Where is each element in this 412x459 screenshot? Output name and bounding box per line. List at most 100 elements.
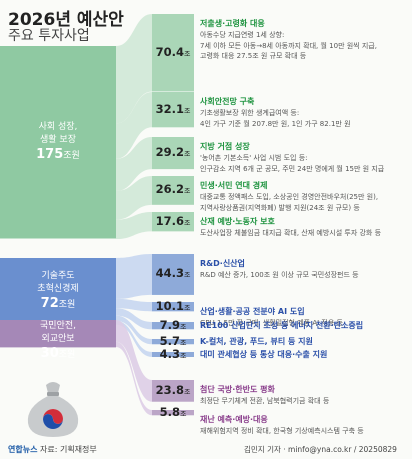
item-value-unit: 조 (179, 322, 187, 331)
flow-band-3 (116, 176, 152, 220)
item-value: 32.1 (155, 101, 184, 116)
category-amount-value: 30 (40, 346, 59, 361)
source-note: 연합뉴스 자료: 기획재정부 (8, 444, 97, 455)
item-value-label: 17.6조 (152, 214, 194, 228)
item-description-line: 재해위험지역 정비 확대, 한국형 기상예측시스템 구축 등 (200, 427, 364, 435)
item-value-label: 5.7조 (152, 334, 194, 348)
item-value-label: 44.3조 (152, 266, 194, 280)
category-amount: 175조원 (0, 148, 116, 163)
item-description: GPU 1.5만 장 구매, 생활밀접형 제품 AI 적용 등 (200, 318, 343, 329)
category-bar-0 (0, 46, 116, 239)
flow-band-9 (116, 320, 152, 357)
item-title: K-컬처, 관광, 푸드, 뷰티 등 지원 (200, 336, 313, 346)
item-value-unit: 조 (183, 106, 191, 115)
source-text: 자료: 기획재정부 (40, 445, 97, 454)
item-value: 23.8 (155, 382, 184, 397)
item-description-line: 대중교통 정액패스 도입, 소상공인 경영안전바우처(25만 원), (200, 193, 379, 201)
item-title: R&D·신산업 (200, 259, 245, 268)
item-value-unit: 조 (183, 387, 191, 396)
item-value-label: 70.4조 (152, 45, 194, 59)
category-label-1: 기술주도 초혁신경제 72조원 (0, 270, 116, 312)
item-value: 70.4 (155, 44, 184, 59)
item-value-label: 5.8조 (152, 405, 194, 419)
item-description-line: 고령화 대응 27.5조 원 규모 확대 등 (200, 52, 307, 60)
category-label-line: 국민안전, (40, 321, 76, 331)
item-title: 대미 관세협상 등 통상 대응·수출 지원 (200, 349, 328, 359)
item-description-line: 4인 가구 기준 월 207.8만 원, 1인 가구 82.1만 원 (200, 119, 351, 128)
page-subtitle: 주요 투자사업 (8, 28, 90, 44)
item-bar-5 (152, 254, 194, 295)
item-value-unit: 조 (179, 338, 187, 347)
category-label-line: 사회 성장, (38, 122, 78, 133)
item-title: 첨단 국방·한반도 평화 (200, 385, 275, 394)
category-label-line: 외교안보 (41, 334, 75, 344)
category-amount-unit: 조원 (58, 300, 76, 311)
flow-band-8 (116, 315, 152, 345)
item-value: 7.9 (159, 317, 180, 332)
category-bar-1 (0, 258, 116, 325)
item-description: 재해위험지역 정비 확대, 한국형 기상예측시스템 구축 등 (200, 426, 364, 437)
item-description-line: 최정단 무기체계 전환, 남북협력기금 확대 등 (200, 397, 330, 405)
item-bar-10 (152, 380, 194, 402)
item-title: 민생·서민 연대 경제 (200, 181, 268, 190)
item-bar-2 (152, 137, 194, 170)
item-description-line: GPU 1.5만 장 구매, 생활밀접형 제품 AI 적용 등 (200, 319, 343, 327)
item-description: 도산사업장 체불임금 대지급 확대, 산재 예방시설 투자 강화 등 (200, 228, 381, 239)
item-value-unit: 조 (179, 351, 187, 360)
item-value: 17.6 (155, 213, 184, 228)
item-title: 지방 거점 성장 (200, 142, 250, 151)
item-value-unit: 조 (183, 150, 191, 159)
category-amount: 30조원 (0, 347, 116, 362)
item-bar-6 (152, 302, 194, 312)
item-description-line: 7세 이하 모든 아동→8세 아동까지 확대, 월 10만 원씩 지급, (200, 41, 377, 50)
flow-band-2 (116, 137, 152, 191)
item-value: 26.2 (155, 182, 184, 197)
item-value-unit: 조 (183, 187, 191, 196)
item-value-unit: 조 (183, 303, 191, 312)
item-value: 5.7 (159, 333, 180, 348)
item-value-unit: 조 (183, 49, 191, 58)
item-description-line: 아동수당 지급연령 1세 상향: (200, 31, 285, 39)
flow-band-11 (116, 341, 152, 416)
item-title: 저출생·고령화 대응 (200, 19, 265, 28)
item-title: 재난 예측·예방·대응 (200, 415, 268, 424)
item-description-line: 도산사업장 체불임금 대지급 확대, 산재 예방시설 투자 강화 등 (200, 229, 382, 237)
item-value-unit: 조 (183, 218, 191, 227)
category-bar-2 (0, 320, 116, 348)
item-bar-8 (152, 339, 194, 345)
item-description: R&D 예산 증가, 100조 원 이상 규모 국민성장펀드 등 (200, 270, 359, 281)
category-amount-value: 175 (36, 147, 64, 163)
item-value-label: 29.2조 (152, 145, 194, 159)
item-bar-1 (152, 92, 194, 128)
category-label-line: 초혁신경제 (37, 284, 79, 295)
source-logo: 연합뉴스 (8, 445, 38, 454)
category-amount-value: 72 (40, 296, 59, 312)
item-description-line: '농어촌 기본소득' 사업 시범 도입 등: (200, 154, 308, 162)
item-description: 기초생활보장 위한 생계급여액 등: 4인 가구 기준 월 207.8만 원, 1… (200, 108, 351, 129)
flow-band-1 (116, 92, 152, 159)
item-title: 산업·생활·공공 전분야 AI 도입 (200, 307, 305, 316)
item-value-label: 26.2조 (152, 182, 194, 196)
item-description: 최정단 무기체계 전환, 남북협력기금 확대 등 (200, 396, 329, 407)
category-label-0: 사회 성장, 생활 보장 175조원 (0, 121, 116, 163)
item-title: RE100 산업단지 조성 등 에너지 전환·탄소중립 (200, 320, 364, 330)
credit-text: 김민지 기자 · minfo@yna.co.kr / 20250829 (244, 445, 397, 454)
item-value-label: 4.3조 (152, 347, 194, 361)
item-description-line: 인구감소 지역 6개 군 공모, 주민 24만 명에게 월 15만 원 지급 (200, 164, 385, 173)
item-bar-11 (152, 410, 194, 416)
item-bar-9 (152, 352, 194, 357)
flow-band-5 (116, 254, 152, 299)
category-amount-unit: 조원 (58, 350, 76, 360)
item-value-unit: 조 (183, 271, 191, 280)
item-description-line: 기초생활보장 위한 생계급여액 등: (200, 109, 300, 117)
item-value-label: 23.8조 (152, 383, 194, 397)
item-value: 44.3 (155, 266, 184, 281)
item-description: '농어촌 기본소득' 사업 시범 도입 등: 인구감소 지역 6개 군 공모, 주… (200, 153, 384, 174)
flow-band-4 (116, 212, 152, 240)
category-amount-unit: 조원 (63, 151, 80, 162)
item-description: 아동수당 지급연령 1세 상향: 7세 이하 모든 아동→8세 아동까지 확대, … (200, 30, 377, 62)
item-value-unit: 조 (179, 409, 187, 418)
category-amount: 72조원 (0, 297, 116, 312)
item-value-label: 10.1조 (152, 299, 194, 313)
